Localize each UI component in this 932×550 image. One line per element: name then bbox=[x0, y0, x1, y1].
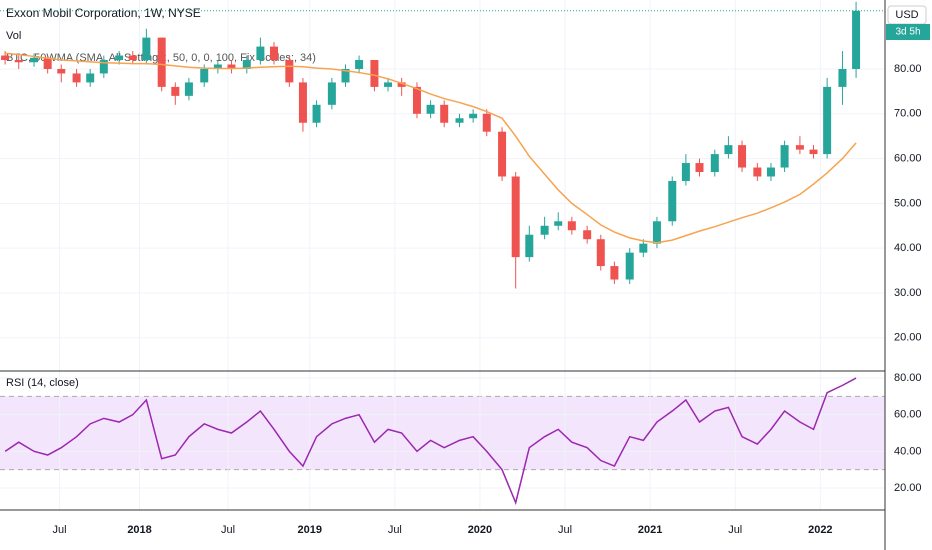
y-tick-label: 80.00 bbox=[894, 63, 922, 75]
candle-body bbox=[852, 10, 861, 69]
candle-body bbox=[639, 243, 648, 253]
candle-body bbox=[341, 68, 350, 83]
candle-body bbox=[583, 230, 592, 240]
candle-body bbox=[72, 73, 81, 83]
x-tick-label: Jul bbox=[221, 524, 235, 536]
candle-body bbox=[270, 46, 279, 61]
y-tick-label: 60.00 bbox=[894, 152, 922, 164]
candle-body bbox=[142, 37, 151, 61]
x-tick-label: 2021 bbox=[638, 524, 662, 536]
candle-body bbox=[384, 82, 393, 87]
y-tick-label: 50.00 bbox=[894, 197, 922, 209]
candle-body bbox=[14, 60, 23, 63]
candle-body bbox=[525, 234, 534, 258]
candle-body bbox=[397, 82, 406, 87]
x-tick-label: 2019 bbox=[298, 524, 322, 536]
y-tick-label: 30.00 bbox=[894, 287, 922, 299]
candle-body bbox=[724, 145, 733, 155]
candle-body bbox=[1, 55, 10, 61]
candle-body bbox=[242, 60, 251, 69]
candle-body bbox=[710, 154, 719, 173]
candle-body bbox=[115, 55, 124, 61]
candle-body bbox=[780, 145, 789, 168]
candle-body bbox=[809, 149, 818, 155]
candle-body bbox=[200, 68, 209, 83]
x-tick-label: Jul bbox=[558, 524, 572, 536]
countdown: 3d 5h bbox=[895, 27, 920, 38]
y-tick-label: 40.00 bbox=[894, 242, 922, 254]
candle-body bbox=[823, 86, 832, 155]
candle-body bbox=[652, 221, 661, 244]
candle-body bbox=[440, 104, 449, 123]
candle-body bbox=[213, 64, 222, 69]
rsi-band bbox=[0, 396, 885, 470]
candle-body bbox=[355, 60, 364, 69]
candle-body bbox=[455, 118, 464, 123]
currency: USD bbox=[895, 9, 918, 21]
x-tick-label: 2022 bbox=[808, 524, 832, 536]
candle-body bbox=[610, 266, 619, 280]
candle-body bbox=[227, 64, 236, 69]
moving-average bbox=[5, 52, 857, 244]
candle-body bbox=[498, 131, 507, 177]
candle-body bbox=[412, 86, 421, 114]
x-tick-label: Jul bbox=[728, 524, 742, 536]
candle-body bbox=[256, 46, 265, 61]
candle-body bbox=[511, 176, 520, 258]
candle-body bbox=[30, 57, 39, 63]
candle-body bbox=[171, 86, 180, 96]
rsi-title: RSI (14, close) bbox=[6, 377, 79, 389]
rsi-tick-label: 20.00 bbox=[894, 482, 922, 494]
candle-body bbox=[838, 68, 847, 87]
candle-body bbox=[184, 82, 193, 96]
candle-body bbox=[469, 113, 478, 119]
countdown-box bbox=[886, 24, 930, 40]
candle-body bbox=[285, 60, 294, 83]
candle-body bbox=[625, 252, 634, 280]
rsi-tick-label: 40.00 bbox=[894, 445, 922, 457]
candle-body bbox=[298, 82, 307, 123]
x-tick-label: 2020 bbox=[468, 524, 492, 536]
candle-body bbox=[795, 145, 804, 150]
y-tick-label: 70.00 bbox=[894, 108, 922, 120]
candle-body bbox=[43, 57, 52, 69]
candle-body bbox=[567, 221, 576, 231]
candle-body bbox=[482, 113, 491, 132]
rsi-line bbox=[4, 377, 857, 506]
candle-body bbox=[370, 60, 379, 87]
candle-body bbox=[57, 68, 66, 74]
x-tick-label: 2018 bbox=[127, 524, 151, 536]
candle-body bbox=[86, 73, 95, 83]
candle-body bbox=[596, 239, 605, 267]
x-tick-label: Jul bbox=[53, 524, 67, 536]
candle-body bbox=[554, 221, 563, 226]
candle-body bbox=[99, 60, 108, 74]
candle-body bbox=[766, 167, 775, 177]
legend-vol: Vol bbox=[6, 30, 21, 42]
candle-body bbox=[426, 104, 435, 114]
candle-body bbox=[128, 55, 137, 61]
candle-body bbox=[695, 163, 704, 173]
candle-body bbox=[327, 82, 336, 105]
rsi-tick-label: 60.00 bbox=[894, 409, 922, 421]
candle-body bbox=[681, 163, 690, 181]
chart-title: Exxon Mobil Corporation, 1W, NYSE bbox=[6, 6, 201, 20]
candle-body bbox=[312, 104, 321, 123]
x-tick-label: Jul bbox=[388, 524, 402, 536]
y-tick-label: 20.00 bbox=[894, 332, 922, 344]
candle-body bbox=[668, 180, 677, 222]
candle-body bbox=[540, 225, 549, 235]
candle-body bbox=[157, 37, 166, 87]
candle-body bbox=[753, 167, 762, 177]
candle-body bbox=[738, 145, 747, 168]
rsi-tick-label: 80.00 bbox=[894, 372, 922, 384]
